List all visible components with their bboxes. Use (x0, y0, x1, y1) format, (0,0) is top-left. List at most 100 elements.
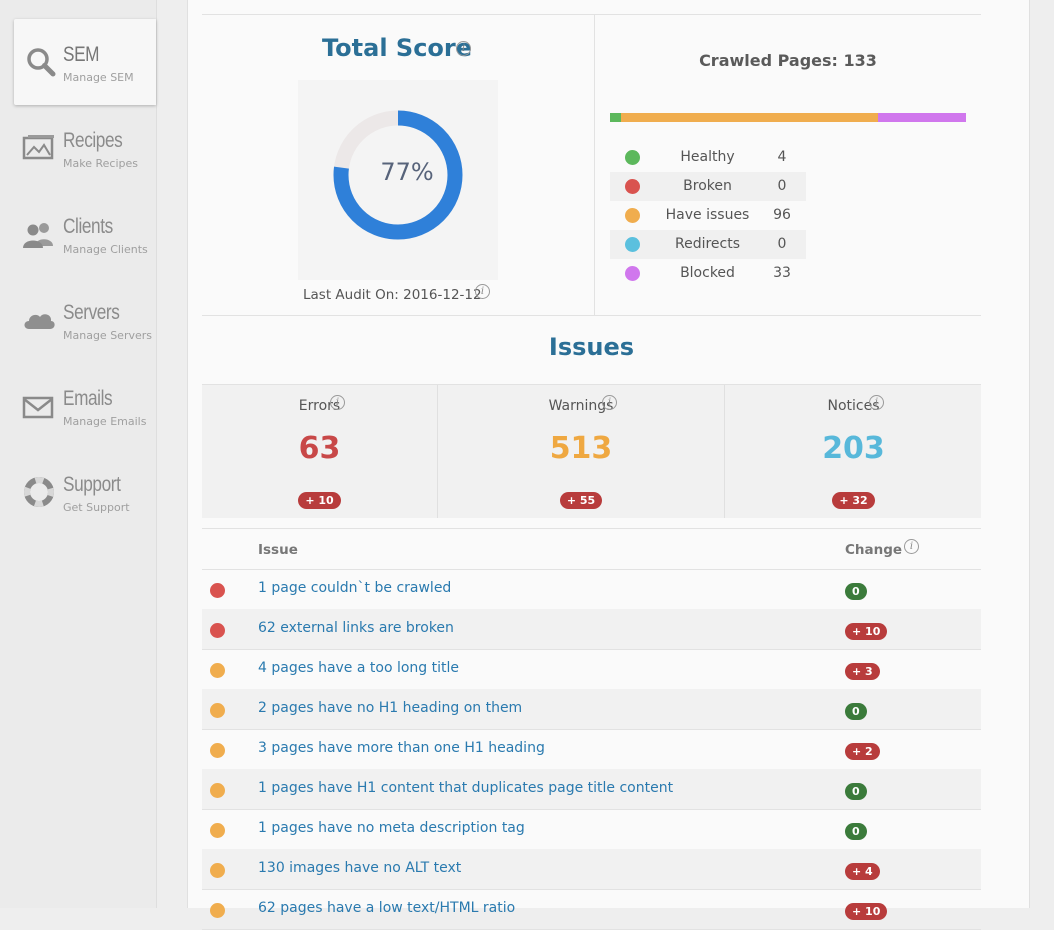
search-icon (27, 48, 56, 77)
sidebar-item-recipes[interactable]: Recipes Make Recipes (0, 105, 156, 191)
severity-dot (210, 583, 225, 598)
count-label: Warnings (548, 398, 614, 414)
sidebar-item-emails[interactable]: Emails Manage Emails (0, 363, 156, 449)
table-row: 1 page couldn`t be crawled 0 (202, 569, 981, 610)
issue-link[interactable]: 62 pages have a low text/HTML ratio (258, 900, 516, 916)
legend-count: 4 (777, 149, 787, 165)
legend-row-redirects: Redirects 0 (610, 230, 806, 259)
total-score-title: Total Score (322, 34, 473, 62)
change-badge: + 2 (845, 743, 880, 760)
status-dot (625, 208, 640, 223)
issue-link[interactable]: 1 pages have H1 content that duplicates … (258, 780, 674, 796)
sidebar-item-subtitle: Make Recipes (63, 157, 138, 170)
legend-label: Redirects (674, 236, 741, 252)
change-badge: 0 (845, 583, 867, 600)
table-row: 1 pages have no meta description tag 0 (202, 809, 981, 850)
sidebar-item-title: Clients (63, 215, 113, 238)
bar-segment-have-issues (620, 113, 878, 122)
change-badge: + 3 (845, 663, 880, 680)
sidebar-item-title: Emails (63, 387, 113, 410)
sidebar-item-subtitle: Manage Emails (63, 415, 147, 428)
count-warnings: Warnings 513 + 55 (437, 385, 724, 518)
sidebar-item-subtitle: Get Support (63, 501, 130, 514)
column-header-issue: Issue (258, 542, 298, 558)
change-badge: 0 (845, 783, 867, 800)
count-errors: Errors 63 + 10 (202, 385, 437, 518)
severity-dot (210, 783, 225, 798)
donut-arc (333, 110, 463, 240)
score-donut-chart (333, 110, 463, 240)
legend-label: Have issues (665, 207, 750, 223)
legend-count: 0 (777, 178, 787, 194)
severity-dot (210, 743, 225, 758)
lifebuoy-icon (24, 477, 54, 507)
table-row: 130 images have no ALT text + 4 (202, 849, 981, 890)
sidebar-item-subtitle: Manage Servers (63, 329, 152, 342)
change-badge: + 10 (845, 623, 888, 640)
legend-count: 96 (773, 207, 791, 223)
sidebar-item-title: Recipes (63, 129, 123, 152)
issues-table-header: Issue Change (202, 528, 981, 570)
legend-label: Broken (683, 178, 732, 194)
count-label: Errors (298, 398, 341, 414)
count-notices: Notices 203 + 32 (724, 385, 982, 518)
legend-row-blocked: Blocked 33 (610, 259, 806, 288)
status-dot (625, 179, 640, 194)
column-header-change: Change (845, 542, 903, 558)
legend-label: Healthy (680, 149, 735, 165)
legend-label: Blocked (680, 265, 735, 281)
sidebar-item-title: SEM (63, 43, 100, 66)
sidebar-item-title: Servers (63, 301, 120, 324)
last-audit-date: Last Audit On: 2016-12-12 (303, 287, 482, 303)
table-row: 3 pages have more than one H1 heading + … (202, 729, 981, 770)
severity-dot (210, 703, 225, 718)
status-dot (625, 266, 640, 281)
info-icon[interactable]: i (904, 539, 919, 554)
status-dot (625, 150, 640, 165)
table-row: 62 external links are broken + 10 (202, 609, 981, 650)
crawled-pages-title: Crawled Pages: 133 (699, 51, 877, 70)
change-badge: + 32 (832, 492, 875, 509)
info-icon[interactable]: i (330, 395, 345, 410)
users-icon (23, 223, 53, 248)
divider (202, 14, 981, 15)
envelope-icon (22, 396, 54, 419)
divider (202, 315, 981, 316)
change-badge: + 4 (845, 863, 880, 880)
bar-segment-blocked (877, 113, 966, 122)
issue-link[interactable]: 130 images have no ALT text (258, 860, 462, 876)
change-badge: + 10 (845, 903, 888, 920)
info-icon[interactable]: i (602, 395, 617, 410)
issue-link[interactable]: 4 pages have a too long title (258, 660, 460, 676)
errors-count: 63 (298, 431, 341, 466)
bar-segment-healthy (610, 113, 621, 122)
legend-row-healthy: Healthy 4 (610, 143, 806, 172)
table-row: 62 pages have a low text/HTML ratio + 10 (202, 889, 981, 930)
sidebar-item-support[interactable]: Support Get Support (0, 449, 156, 535)
sidebar-item-clients[interactable]: Clients Manage Clients (0, 191, 156, 277)
issues-title: Issues (548, 333, 635, 361)
sidebar-item-subtitle: Manage Clients (63, 243, 148, 256)
issue-link[interactable]: 62 external links are broken (258, 620, 454, 636)
issue-link[interactable]: 1 pages have no meta description tag (258, 820, 525, 836)
count-label: Notices (827, 398, 880, 414)
issue-link[interactable]: 1 page couldn`t be crawled (258, 580, 452, 596)
severity-dot (210, 663, 225, 678)
change-badge: + 55 (559, 492, 603, 509)
divider (594, 15, 595, 315)
info-icon[interactable]: i (456, 41, 471, 56)
issue-link[interactable]: 2 pages have no H1 heading on them (258, 700, 523, 716)
table-row: 1 pages have H1 content that duplicates … (202, 769, 981, 810)
info-icon[interactable]: i (475, 284, 490, 299)
issue-link[interactable]: 3 pages have more than one H1 heading (258, 740, 545, 756)
change-badge: 0 (845, 823, 867, 840)
legend-row-have-issues: Have issues 96 (610, 201, 806, 230)
severity-dot (210, 823, 225, 838)
sidebar-item-sem[interactable]: SEM Manage SEM (14, 19, 156, 105)
info-icon[interactable]: i (869, 395, 884, 410)
table-row: 2 pages have no H1 heading on them 0 (202, 689, 981, 730)
sidebar: SEM Manage SEM Recipes Make Recipes Clie… (0, 0, 157, 908)
sidebar-item-servers[interactable]: Servers Manage Servers (0, 277, 156, 363)
severity-dot (210, 863, 225, 878)
change-badge: + 10 (298, 492, 341, 509)
